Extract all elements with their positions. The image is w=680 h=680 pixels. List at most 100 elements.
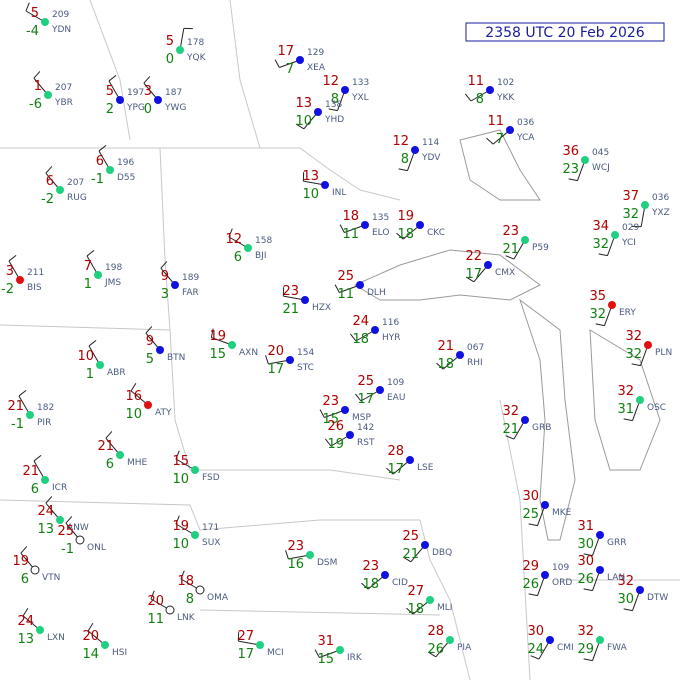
station: 22 17 CMX: [465, 249, 515, 283]
wind-barb-flag: [274, 59, 280, 68]
station-dot: [256, 641, 264, 649]
pressure: 196: [117, 158, 134, 168]
station-id: LXN: [47, 633, 65, 643]
pressure: 067: [467, 343, 484, 353]
station-id: DTW: [647, 593, 668, 603]
station-id: RHI: [467, 358, 483, 368]
temperature: 21: [7, 399, 24, 414]
station: 21 -1 182 PIR: [7, 389, 54, 432]
wind-barb-flag: [505, 255, 515, 260]
pressure: 129: [307, 48, 324, 58]
wind-barb-flag: [464, 93, 472, 102]
station-id: BTN: [167, 353, 185, 363]
pressure: 211: [27, 268, 44, 278]
station-id: SUX: [202, 538, 220, 548]
pressure: 138: [325, 100, 342, 110]
dewpoint: 6: [31, 482, 39, 497]
temperature: 29: [522, 559, 539, 574]
wind-barb-flag: [386, 467, 394, 475]
station-dot: [306, 551, 314, 559]
station: 18 8 OMA: [177, 570, 229, 607]
dewpoint: -2: [1, 282, 14, 297]
dewpoint: 19: [327, 437, 344, 452]
pressure: 116: [382, 318, 399, 328]
dewpoint: 10: [295, 114, 312, 129]
wind-barb-flag: [595, 323, 605, 327]
station-id: DSM: [317, 558, 337, 568]
temperature: 21: [97, 439, 114, 454]
temperature: 36: [562, 144, 579, 159]
station: 31 30 GRR: [577, 519, 626, 557]
dewpoint: 2: [106, 102, 114, 117]
wind-barb-flag: [436, 362, 444, 370]
wind-barb-flag: [349, 333, 357, 342]
dewpoint: 15: [317, 652, 334, 667]
station-id: INL: [332, 188, 346, 198]
temperature: 3: [144, 84, 152, 99]
temperature: 1: [34, 79, 42, 94]
wind-barb-flag: [25, 2, 30, 12]
station-dot: [541, 571, 549, 579]
station-id: BJI: [255, 251, 266, 261]
temperature: 12: [225, 232, 242, 247]
pressure: 109: [552, 563, 569, 573]
station-dot: [96, 361, 104, 369]
wind-barb-flag: [583, 658, 593, 662]
station-dot: [191, 531, 199, 539]
station: 20 14 HSI: [82, 622, 127, 662]
station: 9 5 BTN: [145, 326, 185, 367]
station-dot: [611, 231, 619, 239]
wind-barb-flag: [45, 496, 53, 504]
temperature: 31: [317, 634, 334, 649]
station-dot: [75, 535, 85, 545]
station-id: BIS: [27, 283, 42, 293]
dewpoint: 10: [125, 407, 142, 422]
station-id: LSE: [417, 463, 434, 473]
station-dot: [36, 626, 44, 634]
wind-barb-flag: [427, 651, 437, 658]
dewpoint: 11: [342, 227, 359, 242]
station-id: MKE: [552, 508, 572, 518]
station-dot: [101, 641, 109, 649]
station: 5 2 197 YPG: [106, 74, 145, 117]
station-id: YQK: [186, 53, 207, 63]
wind-barb-flag: [319, 409, 325, 418]
station-id: PIA: [457, 643, 472, 653]
station-dot: [228, 341, 236, 349]
station: 19 15 AXN: [209, 328, 258, 362]
dewpoint: 17: [387, 462, 404, 477]
temperature: 7: [84, 259, 92, 274]
dewpoint: 30: [617, 592, 634, 607]
temperature: 22: [465, 249, 482, 264]
temperature: 18: [342, 209, 359, 224]
wind-barb-flag: [361, 582, 369, 590]
dewpoint: 26: [522, 577, 539, 592]
pressure: 207: [55, 83, 72, 93]
station-id: LNK: [177, 613, 196, 623]
dewpoint: 7: [496, 132, 504, 147]
dewpoint: 1: [86, 367, 94, 382]
dewpoint: -2: [41, 192, 54, 207]
station: 6 -1 196 D55: [91, 144, 135, 187]
wind-barb-flag: [285, 550, 289, 559]
dewpoint: 32: [589, 307, 606, 322]
temperature: 19: [172, 519, 189, 534]
station: 31 15 IRK: [314, 634, 363, 667]
temperature: 25: [402, 529, 419, 544]
station-id: P59: [532, 243, 549, 253]
wind-barb-flag: [583, 588, 593, 592]
temperature: 23: [362, 559, 379, 574]
temperature: 30: [522, 489, 539, 504]
station-id: ABR: [107, 368, 126, 378]
station: 3 -2 211 BIS: [1, 254, 44, 297]
dewpoint: 18: [407, 602, 424, 617]
station: 23 18 CID: [361, 559, 408, 592]
border-line: [419, 519, 471, 680]
wind-barb-flag: [324, 438, 332, 447]
temperature: 28: [387, 444, 404, 459]
dewpoint: 10: [172, 537, 189, 552]
wind-barb-flag: [396, 232, 404, 240]
station: 23 21 P59: [502, 224, 549, 260]
border-line: [0, 499, 201, 531]
lake-superior: [353, 249, 541, 301]
